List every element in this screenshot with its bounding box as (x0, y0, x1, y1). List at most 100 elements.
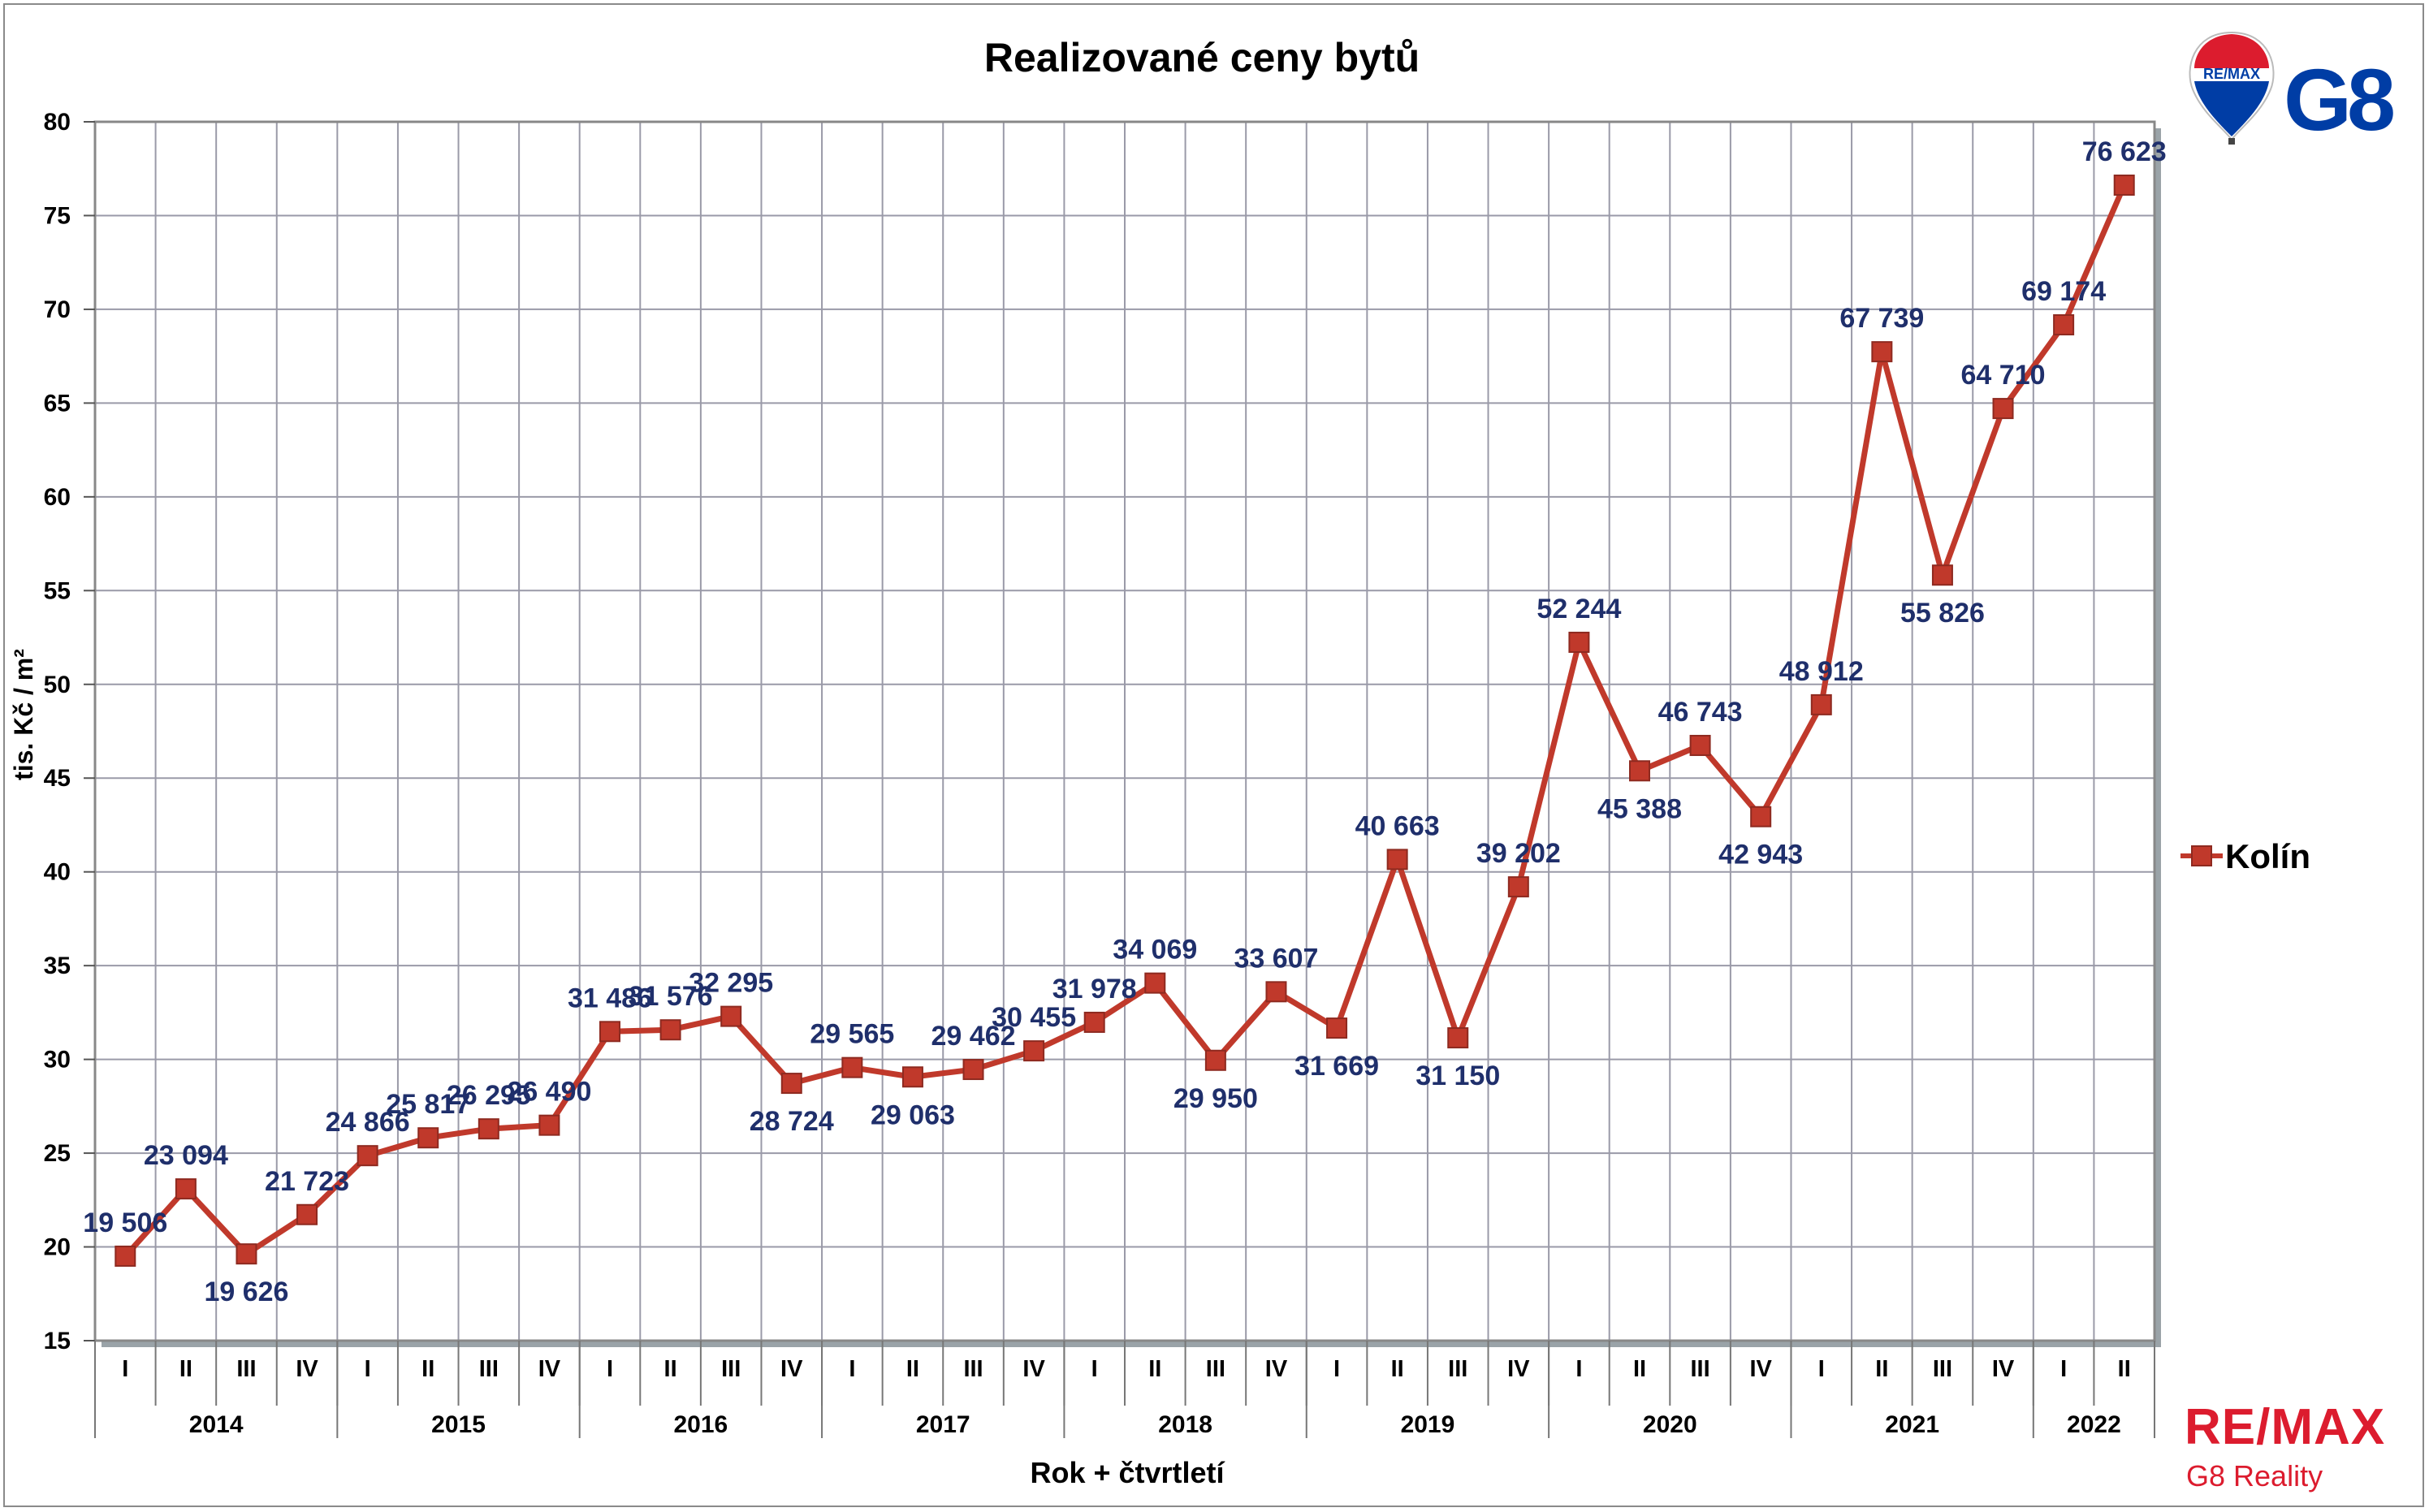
quarter-label: IV (1265, 1356, 1288, 1382)
data-label: 33 607 (1234, 943, 1318, 974)
data-point (417, 1127, 439, 1149)
data-label: 31 576 (629, 981, 713, 1012)
data-label: 29 063 (871, 1099, 955, 1130)
series-line-kolin (123, 184, 2127, 1259)
quarter-label: II (421, 1356, 434, 1382)
y-axis-label: tis. Kč / m² (9, 649, 38, 780)
data-point (841, 1056, 863, 1078)
data-label: 26 490 (507, 1077, 591, 1108)
y-tick-label: 20 (44, 1234, 71, 1261)
quarter-label: III (479, 1356, 499, 1382)
data-label: 31 486 (568, 983, 652, 1013)
quarter-label: III (721, 1356, 741, 1382)
data-point (1144, 972, 1166, 994)
data-label: 64 710 (1961, 360, 2046, 391)
quarter-label: I (2060, 1356, 2067, 1382)
data-label: 52 244 (1536, 594, 1621, 624)
legend: Kolín (2180, 837, 2310, 875)
data-point (659, 1019, 681, 1041)
data-label: 32 295 (689, 968, 773, 999)
remax-brand: RE/MAX G8 Reality (2185, 1399, 2385, 1493)
year-label: 2020 (1643, 1411, 1697, 1438)
data-label: 76 623 (2082, 136, 2167, 167)
y-tick-label: 75 (44, 202, 71, 229)
data-point (357, 1145, 378, 1167)
data-label: 25 817 (386, 1089, 470, 1120)
quarter-label: II (906, 1356, 919, 1382)
data-label: 40 663 (1355, 810, 1440, 841)
y-tick-label: 15 (44, 1328, 71, 1354)
data-label: 24 866 (326, 1107, 410, 1138)
data-point (1871, 341, 1893, 363)
y-tick-label: 60 (44, 484, 71, 511)
quarter-label: IV (1992, 1356, 2015, 1382)
y-tick-label: 55 (44, 577, 71, 604)
g8-logo-text: G8 (2284, 50, 2393, 149)
data-point (1083, 1011, 1105, 1033)
y-tick-label: 25 (44, 1140, 71, 1167)
year-label: 2014 (189, 1411, 244, 1438)
data-point (1629, 760, 1650, 782)
quarter-label: II (1391, 1356, 1404, 1382)
data-point (115, 1245, 136, 1267)
data-point (1992, 398, 2014, 420)
y-tick-label: 30 (44, 1047, 71, 1074)
remax-balloon-icon: RE/MAX (2189, 31, 2275, 145)
data-point (1689, 734, 1711, 756)
data-label: 39 202 (1476, 838, 1561, 869)
data-label: 31 150 (1415, 1061, 1500, 1091)
g8-reality-text: G8 Reality (2186, 1459, 2323, 1493)
quarter-label: I (849, 1356, 855, 1382)
quarter-label: IV (296, 1356, 318, 1382)
quarter-label: I (365, 1356, 371, 1382)
quarter-label: II (1148, 1356, 1161, 1382)
year-label: 2022 (2067, 1411, 2121, 1438)
data-label: 29 565 (810, 1019, 894, 1050)
year-label: 2016 (674, 1411, 728, 1438)
data-point (1204, 1049, 1226, 1071)
data-point (599, 1021, 620, 1043)
data-point (780, 1073, 802, 1095)
data-label: 19 506 (83, 1207, 167, 1238)
quarter-label: III (1933, 1356, 1952, 1382)
quarter-label: I (1333, 1356, 1340, 1382)
x-axis-categories: I II III IV I II III IV I II III IV I II III IV I II III IV… (94, 1341, 2155, 1438)
x-axis-label: Rok + čtvrtletí (1030, 1456, 1225, 1489)
remax-g8-logo: RE/MAX G8 (2189, 31, 2398, 149)
y-tick-label: 50 (44, 672, 71, 698)
data-label: 46 743 (1658, 697, 1743, 728)
year-label: 2021 (1885, 1411, 1939, 1438)
y-tick-label: 70 (44, 296, 71, 323)
year-label: 2015 (431, 1411, 486, 1438)
quarter-label: IV (780, 1356, 803, 1382)
remax-brand-text: RE/MAX (2185, 1399, 2385, 1455)
data-label: 34 069 (1113, 935, 1197, 966)
data-point (962, 1059, 984, 1081)
grid-lines (94, 121, 2155, 1341)
data-label: 26 295 (447, 1080, 531, 1111)
data-point (901, 1066, 923, 1088)
legend-marker (2191, 845, 2212, 866)
quarter-label: III (236, 1356, 256, 1382)
quarter-label: III (1206, 1356, 1225, 1382)
y-tick-label: 35 (44, 953, 71, 979)
data-label: 42 943 (1718, 840, 1803, 870)
quarter-label: I (1818, 1356, 1825, 1382)
quarter-label: III (963, 1356, 983, 1382)
quarter-label: I (1575, 1356, 1582, 1382)
y-tick-label: 45 (44, 765, 71, 792)
data-point (2113, 174, 2135, 196)
data-point (1447, 1027, 1469, 1049)
quarter-label: II (179, 1356, 192, 1382)
data-point (1265, 981, 1287, 1003)
data-label: 29 462 (931, 1021, 1016, 1052)
data-point (1931, 564, 1953, 586)
data-point (478, 1118, 499, 1140)
balloon-text: RE/MAX (2203, 66, 2260, 82)
data-point (1750, 806, 1772, 827)
year-label: 2019 (1401, 1411, 1455, 1438)
data-point (1810, 693, 1832, 715)
data-label: 45 388 (1597, 793, 1682, 824)
quarter-label: II (1633, 1356, 1646, 1382)
